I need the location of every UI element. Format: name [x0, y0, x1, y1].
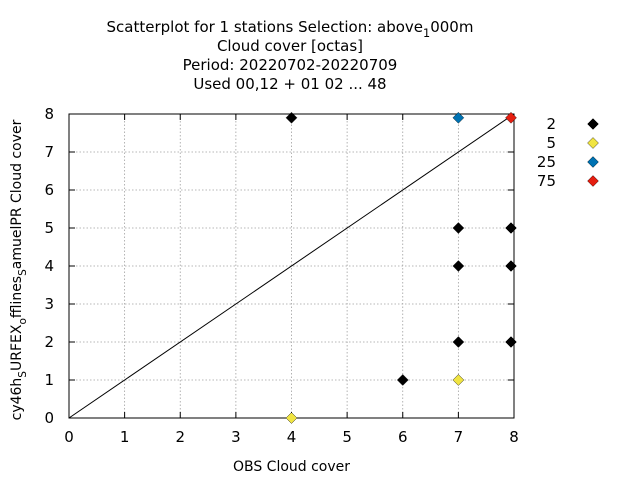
data-point-series-2	[285, 112, 298, 124]
x-tick-label: 4	[287, 428, 297, 446]
title-line-1: Scatterplot for 1 stations Selection: ab…	[107, 18, 474, 40]
legend-label: 75	[537, 172, 556, 190]
x-tick-label: 1	[120, 428, 130, 446]
data-point-series-2	[505, 336, 517, 348]
x-tick-label: 7	[454, 428, 464, 446]
chart-title: Scatterplot for 1 stations Selection: ab…	[107, 18, 474, 93]
data-point-series-2	[505, 222, 517, 234]
y-tick-label: 0	[44, 409, 54, 427]
data-points	[285, 112, 517, 424]
y-tick-label: 7	[44, 143, 54, 161]
legend-label: 2	[546, 115, 556, 133]
data-point-series-2	[452, 260, 465, 272]
data-point-series-2	[452, 336, 465, 348]
title-line-3: Period: 20220702-20220709	[183, 56, 398, 74]
y-tick-label: 4	[44, 257, 54, 275]
legend-marker	[587, 118, 599, 130]
data-point-series-2	[505, 260, 517, 272]
x-tick-label: 2	[175, 428, 185, 446]
title-line-2: Cloud cover [octas]	[217, 37, 363, 55]
title-line-4: Used 00,12 + 01 02 ... 48	[193, 75, 386, 93]
x-tick-label: 5	[342, 428, 352, 446]
grid-lines	[69, 114, 514, 418]
legend-marker	[587, 156, 599, 168]
y-tick-label: 3	[44, 295, 54, 313]
y-tick-label: 8	[44, 105, 54, 123]
x-tick-label: 8	[509, 428, 519, 446]
data-point-series-2	[452, 222, 465, 234]
x-tick-label: 6	[398, 428, 408, 446]
legend-label: 5	[546, 134, 556, 152]
data-point-series-2	[396, 374, 409, 386]
diagonal-reference-line	[68, 113, 515, 419]
legend-marker	[587, 175, 599, 187]
x-tick-label: 3	[231, 428, 241, 446]
data-point-series-75	[505, 112, 517, 124]
y-tick-label: 2	[44, 333, 54, 351]
legend-label: 25	[537, 153, 556, 171]
y-tick-label: 5	[44, 219, 54, 237]
y-axis-ticks: 0 1 2 3 4 5 6 7 8	[44, 105, 514, 427]
data-point-series-5	[285, 412, 298, 424]
legend-marker	[587, 137, 599, 149]
y-tick-label: 1	[44, 371, 54, 389]
x-axis-label: OBS Cloud cover	[233, 459, 350, 475]
y-axis-label: cy46hSURFEXofflinesSamuelPR Cloud cover	[9, 119, 29, 420]
data-point-series-5	[452, 374, 465, 386]
y-tick-label: 6	[44, 181, 54, 199]
x-tick-label: 0	[64, 428, 74, 446]
data-point-series-25	[452, 112, 465, 124]
